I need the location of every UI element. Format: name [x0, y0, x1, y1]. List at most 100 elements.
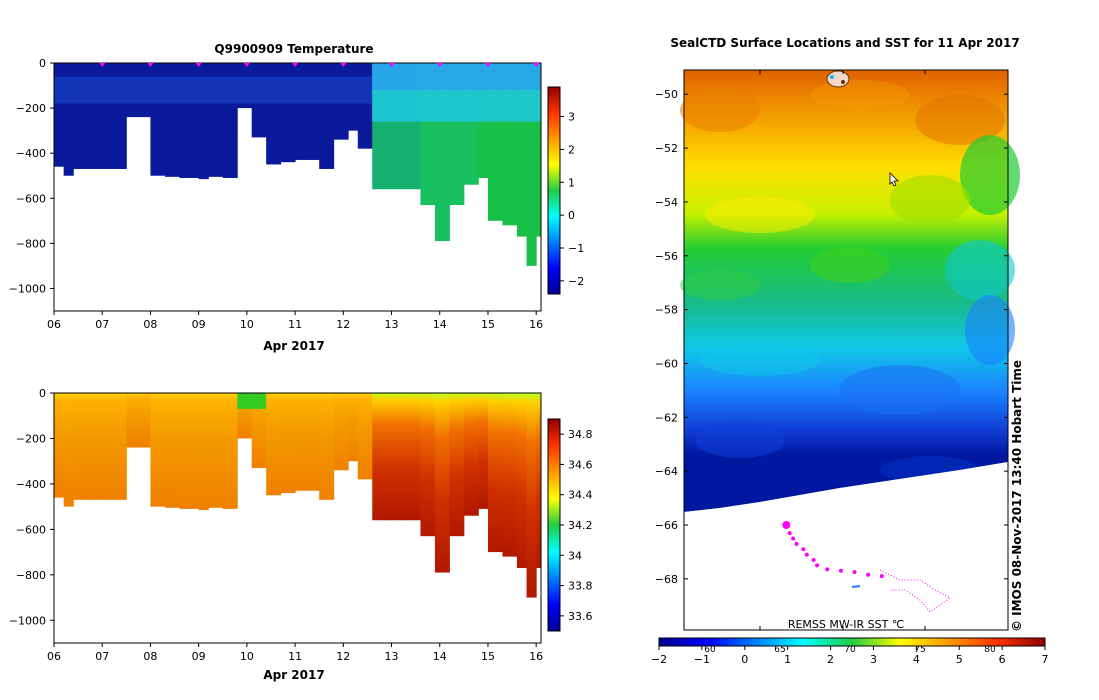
- salinity-colorbar-ticks: 34.8 34.6 34.4 34.2 34 33.8 33.6: [560, 428, 593, 623]
- temperature-column: [54, 63, 65, 167]
- temperature-column: [126, 63, 151, 118]
- map-y-tick-label: −66: [655, 519, 678, 532]
- temperature-subsurface-layer: [92, 76, 113, 104]
- salinity-column: [198, 393, 209, 511]
- sst-colorbar: [658, 637, 1046, 647]
- track-point: [787, 531, 792, 536]
- track-point: [794, 541, 799, 546]
- salinity-column: [333, 393, 349, 471]
- colorbar-tick-label: 34.6: [568, 458, 593, 471]
- temperature-subsurface-layer: [208, 76, 224, 104]
- colorbar-tick-label: −2: [568, 275, 584, 288]
- temperature-subsurface-layer: [164, 76, 180, 104]
- y-tick-label: −400: [16, 147, 46, 160]
- x-tick-label: 07: [95, 318, 109, 331]
- temperature-subsurface-layer: [333, 76, 349, 104]
- y-tick-label: −1000: [9, 282, 46, 295]
- salinity-column: [92, 393, 113, 500]
- profile-marker: [195, 63, 202, 67]
- temperature-subsurface-layer: [54, 76, 65, 104]
- sst-colorbar-inner-label: 80: [984, 645, 996, 655]
- profile-markers: [99, 63, 540, 67]
- temperature-subsurface-layer: [251, 76, 267, 104]
- temperature-surface-layer: [536, 63, 541, 91]
- temperature-subsurface-layer: [319, 76, 335, 104]
- temperature-subsurface-layer: [295, 76, 311, 104]
- salinity-column: [357, 393, 373, 480]
- salinity-xlabel: Apr 2017: [263, 668, 324, 682]
- temperature-subsurface-layer: [266, 76, 282, 104]
- x-tick-label: 12: [336, 650, 350, 663]
- profile-marker: [340, 63, 347, 67]
- temperature-x-axis: 06 07 08 09 10 11 12 13 14 15 16: [47, 311, 543, 331]
- sst-colorbar-tick-label: 0: [741, 653, 748, 666]
- salinity-column: [348, 393, 359, 462]
- salinity-column: [372, 393, 393, 521]
- temperature-column: [333, 63, 349, 140]
- track-point: [852, 570, 857, 575]
- x-tick-label: 15: [481, 318, 495, 331]
- sst-colorbar-inner-label: 70: [844, 645, 856, 655]
- temperature-column: [309, 63, 320, 160]
- sst-source-label: REMSS MW-IR SST ℃: [788, 618, 904, 631]
- temperature-column: [111, 63, 127, 169]
- map-y-tick-label: −54: [655, 196, 678, 209]
- map-y-tick-label: −68: [655, 573, 678, 586]
- colorbar-tick-label: 1: [568, 176, 575, 189]
- track-point: [866, 572, 871, 577]
- sst-map-title: SealCTD Surface Locations and SST for 11…: [670, 36, 1019, 50]
- salinity-field: [54, 393, 541, 598]
- x-tick-label: 09: [192, 318, 206, 331]
- temperature-column: [251, 63, 267, 138]
- track-point: [811, 558, 816, 562]
- salinity-column: [179, 393, 200, 509]
- colorbar-tick-label: −1: [568, 242, 584, 255]
- x-tick-label: 14: [433, 650, 447, 663]
- sst-colorbar-tick-label: −1: [694, 653, 710, 666]
- salinity-colorbar: [547, 418, 561, 632]
- temperature-surface-layer: [478, 63, 489, 91]
- temperature-column: [164, 63, 180, 177]
- sst-map-panel: SealCTD Surface Locations and SST for 11…: [651, 36, 1049, 666]
- y-tick-label: −800: [16, 569, 46, 582]
- sst-colorbar-tick-label: 7: [1042, 653, 1049, 666]
- x-tick-label: 07: [95, 650, 109, 663]
- salinity-column: [536, 393, 541, 568]
- temperature-subsurface-layer: [348, 76, 359, 104]
- salinity-column: [487, 393, 503, 553]
- map-y-tick-label: −56: [655, 250, 678, 263]
- salinity-column: [63, 393, 74, 507]
- salinity-column: [391, 393, 407, 521]
- temperature-surface-layer: [405, 63, 421, 91]
- profile-marker: [99, 63, 106, 67]
- salinity-axes-frame: [53, 392, 542, 644]
- sst-colorbar-tick-label: 5: [956, 653, 963, 666]
- temperature-colorbar: [547, 86, 561, 295]
- temperature-surface-layer: [463, 63, 479, 91]
- colorbar-tick-label: 3: [568, 111, 575, 124]
- profile-marker: [388, 63, 395, 67]
- colorbar-tick-label: 34.4: [568, 489, 593, 502]
- x-tick-label: 06: [47, 650, 61, 663]
- sst-field: [680, 70, 1020, 630]
- track-point: [815, 563, 820, 568]
- temperature-y-axis: 0 −200 −400 −600 −800 −1000: [9, 57, 54, 295]
- x-tick-label: 11: [288, 318, 302, 331]
- y-tick-label: −400: [16, 478, 46, 491]
- temperature-surface-layer: [449, 63, 465, 91]
- sst-colorbar-tick-label: 1: [784, 653, 791, 666]
- salinity-column: [434, 393, 450, 573]
- sst-colorbar-inner-label: 65: [774, 645, 785, 655]
- seal-track: [782, 521, 884, 579]
- salinity-column: [54, 393, 65, 498]
- salinity-panel: 06 07 08 09 10 11 12 13 14 15 16 0 −200 −400 −600 −800…: [9, 387, 593, 682]
- temperature-column: [179, 63, 200, 178]
- temperature-surface-layer: [526, 63, 537, 91]
- track-point: [879, 574, 884, 579]
- map-y-tick-label: −52: [655, 142, 678, 155]
- temperature-subsurface-layer: [150, 76, 166, 104]
- sst-colorbar-tick-label: 6: [999, 653, 1006, 666]
- x-tick-label: 13: [385, 650, 399, 663]
- cursor-icon: [889, 172, 899, 187]
- salinity-column: [280, 393, 296, 493]
